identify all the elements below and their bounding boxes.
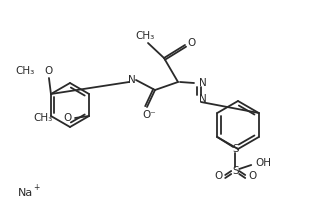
Text: O: O xyxy=(45,66,53,76)
Text: CH₃: CH₃ xyxy=(34,113,53,123)
Text: O⁻: O⁻ xyxy=(142,110,156,120)
Text: S: S xyxy=(232,166,238,176)
Text: Na: Na xyxy=(18,188,33,198)
Text: N: N xyxy=(199,94,207,104)
Text: O: O xyxy=(187,38,195,48)
Text: N: N xyxy=(199,78,207,88)
Text: O: O xyxy=(214,171,222,181)
Text: N: N xyxy=(128,75,136,85)
Text: O: O xyxy=(248,171,256,181)
Text: CH₃: CH₃ xyxy=(16,66,35,76)
Text: S: S xyxy=(232,144,238,154)
Text: CH₃: CH₃ xyxy=(135,31,155,41)
Text: O: O xyxy=(63,113,71,123)
Text: +: + xyxy=(33,183,39,192)
Text: OH: OH xyxy=(255,158,271,168)
